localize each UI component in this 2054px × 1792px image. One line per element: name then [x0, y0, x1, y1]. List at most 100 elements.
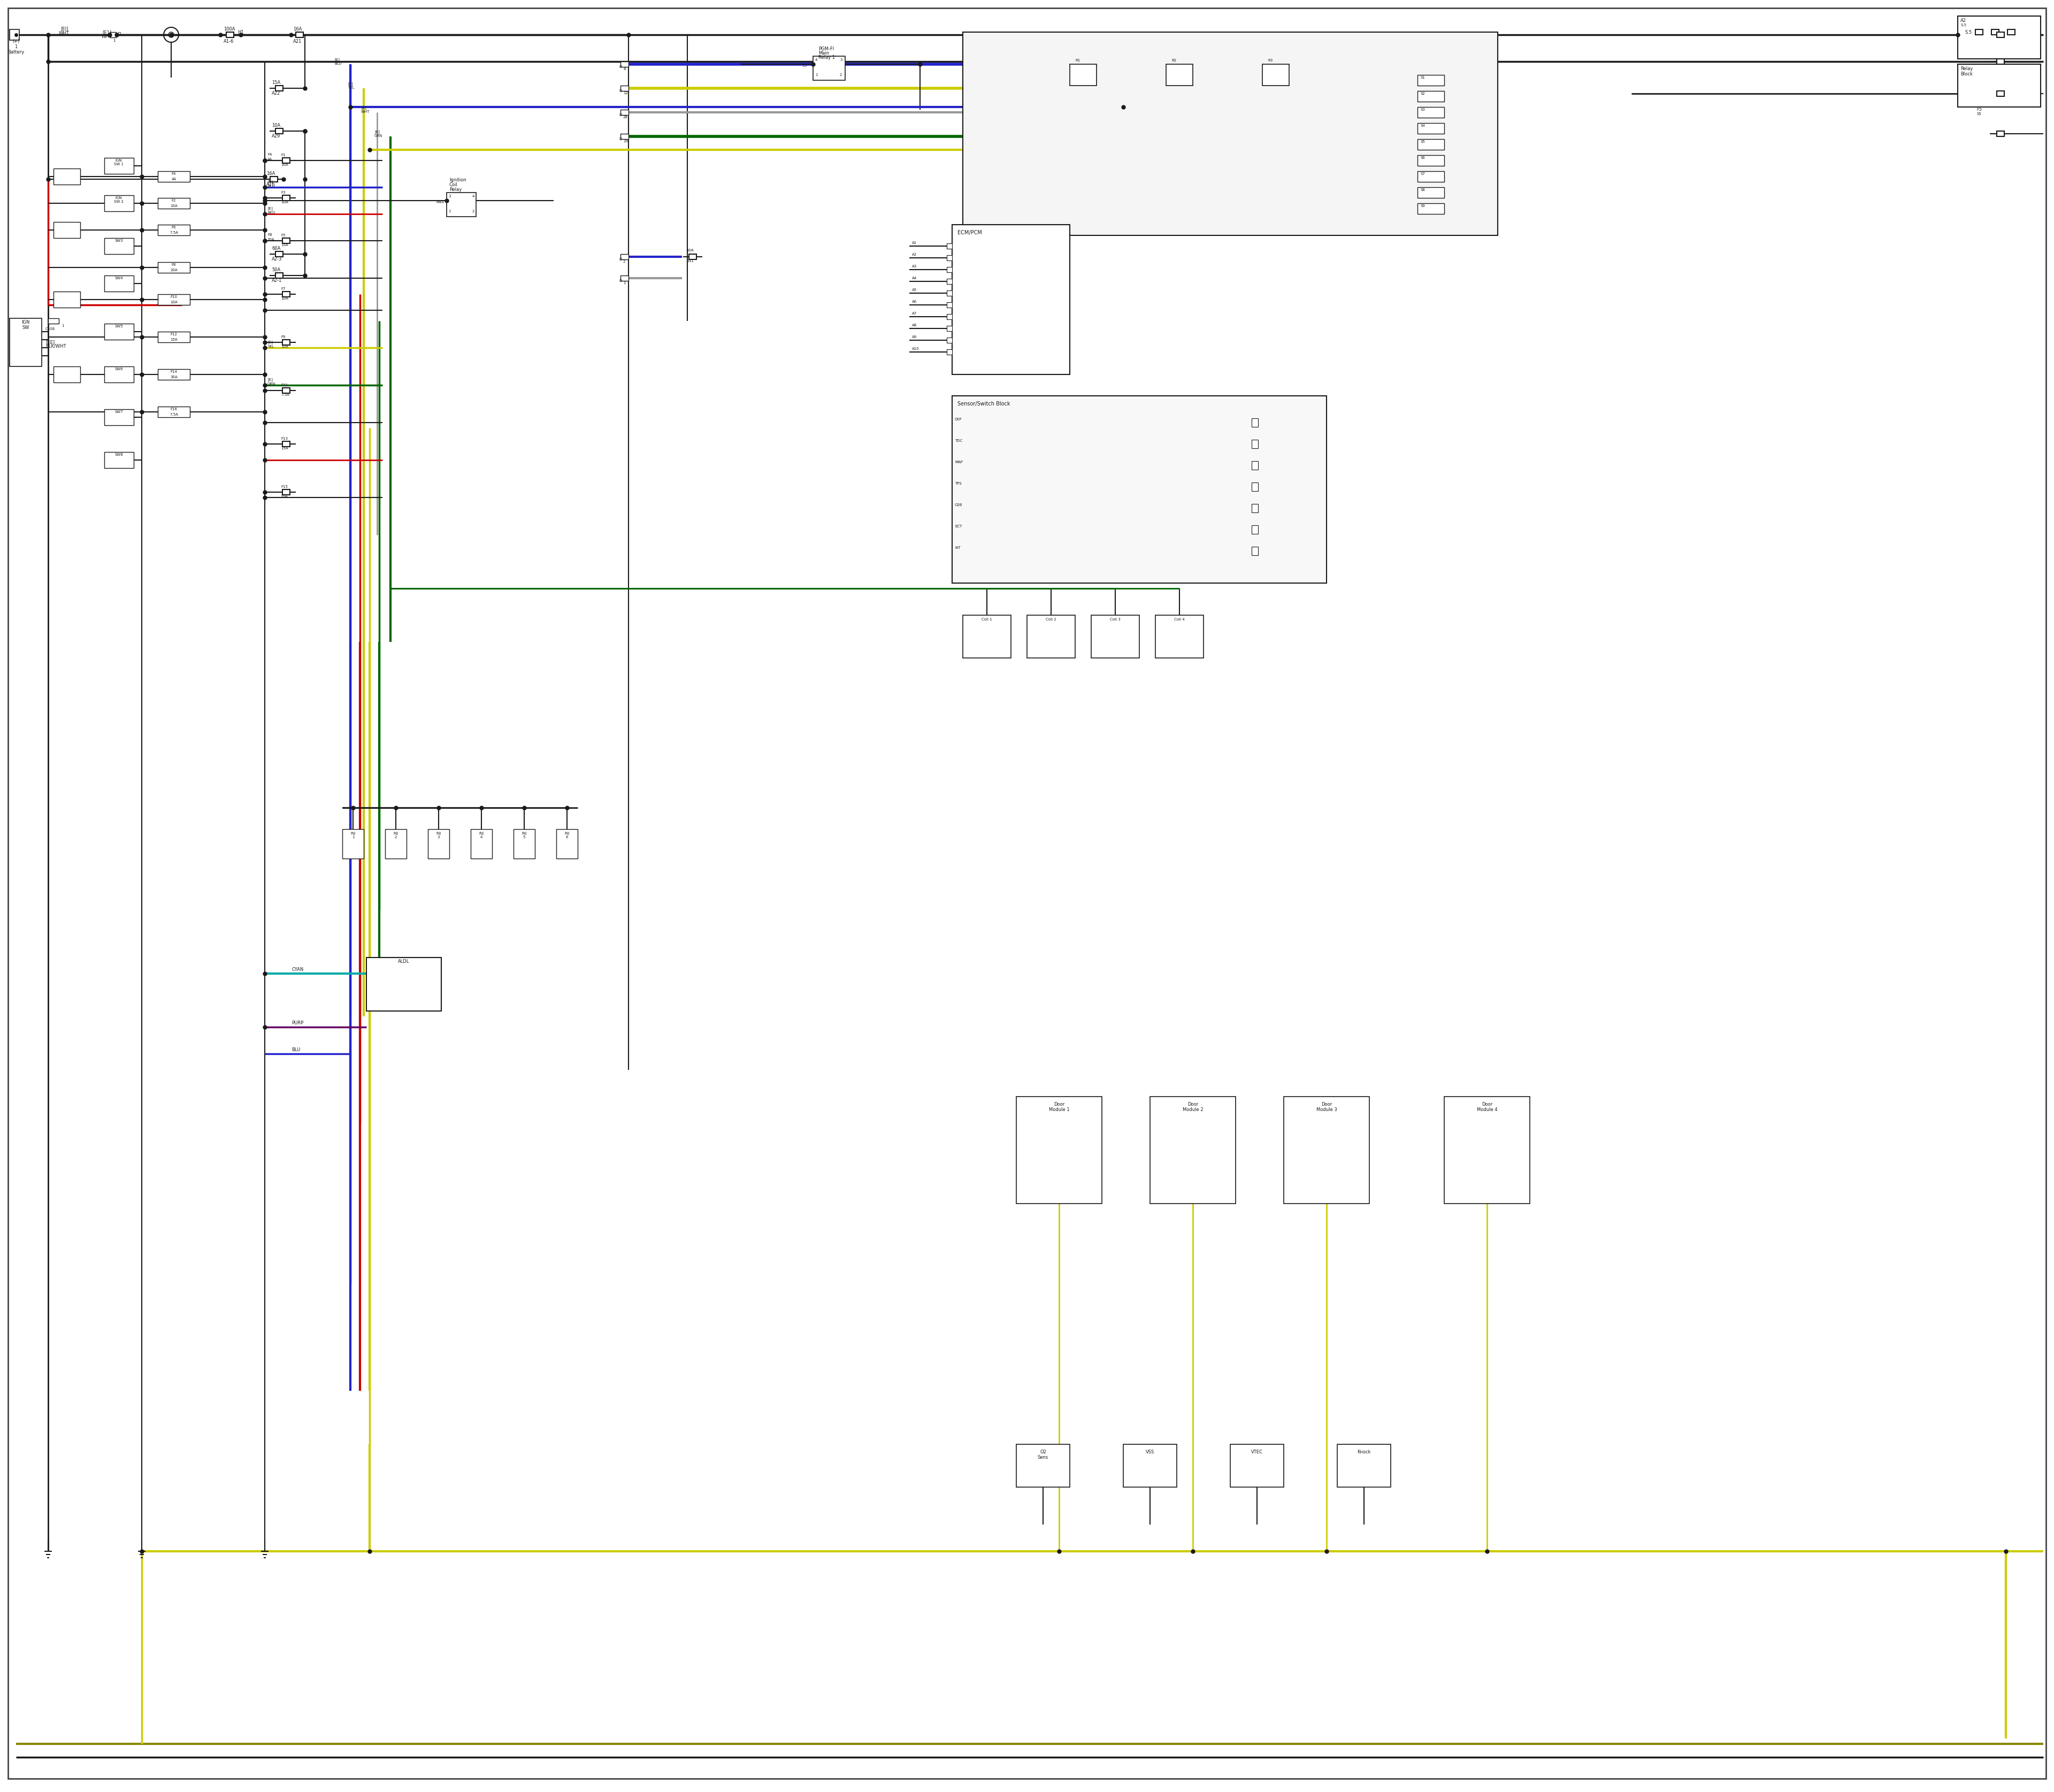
Text: IGN: IGN	[21, 321, 31, 324]
Text: D: D	[618, 65, 622, 68]
Text: Coil 2: Coil 2	[1045, 618, 1056, 622]
Bar	[1251, 461, 1257, 470]
Text: 20A: 20A	[267, 238, 275, 242]
Text: ECT: ECT	[955, 525, 961, 529]
Bar	[158, 172, 189, 181]
Bar	[1154, 615, 1204, 658]
Text: A2: A2	[1960, 18, 1966, 23]
Text: S1: S1	[1419, 75, 1425, 79]
Text: 19: 19	[622, 140, 629, 143]
Bar	[947, 280, 953, 285]
Text: Coil 3: Coil 3	[1109, 618, 1121, 622]
Bar	[963, 615, 1011, 658]
Text: 10A: 10A	[281, 346, 288, 348]
Text: SW7: SW7	[115, 410, 123, 414]
Text: Coil: Coil	[450, 183, 458, 186]
Bar	[1417, 140, 1444, 151]
Bar	[386, 830, 407, 858]
Text: [EJ]: [EJ]	[53, 297, 62, 301]
Bar	[1957, 65, 2040, 108]
Text: F5: F5	[1976, 108, 1982, 111]
Bar	[1263, 65, 1290, 86]
Bar	[275, 86, 283, 91]
Text: Knock: Knock	[1358, 1450, 1370, 1455]
Bar	[158, 197, 189, 208]
Text: A7: A7	[912, 312, 916, 315]
Text: Sensor/Switch Block: Sensor/Switch Block	[957, 401, 1011, 407]
Bar	[283, 441, 290, 446]
Text: [E]: [E]	[267, 179, 273, 183]
Text: INJ
2: INJ 2	[394, 831, 398, 839]
Text: F3: F3	[281, 192, 286, 194]
Text: F12: F12	[170, 333, 177, 335]
Text: S3: S3	[1419, 108, 1425, 111]
Bar	[105, 409, 134, 425]
Bar	[1124, 1444, 1177, 1487]
Text: 10A: 10A	[281, 163, 288, 167]
Text: 30A: 30A	[170, 376, 177, 378]
Text: INJ
4: INJ 4	[479, 831, 485, 839]
Bar	[109, 32, 117, 38]
Bar	[446, 192, 477, 217]
Text: A5: A5	[912, 289, 916, 292]
Bar	[947, 254, 953, 260]
Text: A16: A16	[267, 181, 275, 186]
Text: BLK/WHT: BLK/WHT	[45, 344, 66, 349]
Text: S7: S7	[1419, 172, 1425, 176]
Text: S4: S4	[1419, 124, 1425, 127]
Bar	[620, 61, 629, 66]
Bar	[1992, 29, 1999, 34]
Bar	[275, 129, 283, 134]
Bar	[1251, 547, 1257, 556]
Text: 100A: 100A	[224, 27, 234, 32]
Text: A21: A21	[294, 39, 302, 43]
Text: S5: S5	[1419, 140, 1425, 143]
Bar	[1251, 439, 1257, 448]
Text: WHT: WHT	[60, 30, 70, 36]
Text: 15A: 15A	[281, 244, 288, 247]
Bar	[10, 319, 41, 366]
Bar	[1996, 59, 2005, 65]
Bar	[1017, 1444, 1070, 1487]
Bar	[1230, 1444, 1284, 1487]
Text: A1-6: A1-6	[224, 39, 234, 43]
Text: 1: 1	[815, 73, 817, 77]
Text: ALDL: ALDL	[398, 959, 409, 964]
Bar	[1976, 29, 1982, 34]
Text: S6: S6	[1419, 156, 1425, 159]
Text: [E]: [E]	[374, 131, 380, 134]
Text: 15A: 15A	[271, 81, 281, 84]
Text: Relay
Block: Relay Block	[1960, 66, 1972, 77]
Text: D: D	[618, 113, 622, 116]
Text: CYAN: CYAN	[292, 968, 304, 971]
Text: Ignition: Ignition	[450, 177, 466, 183]
Text: A4: A4	[912, 276, 916, 280]
Bar	[1284, 1097, 1370, 1204]
Bar	[620, 134, 629, 140]
Text: R1: R1	[1074, 59, 1080, 63]
Bar	[1417, 202, 1444, 213]
Bar	[105, 366, 134, 382]
Text: 4A: 4A	[170, 177, 177, 181]
Text: ECM/PCM: ECM/PCM	[957, 229, 982, 235]
Bar	[158, 407, 189, 418]
Text: Coil 1: Coil 1	[982, 618, 992, 622]
Text: SW5: SW5	[115, 324, 123, 328]
Bar	[283, 387, 290, 392]
Bar	[158, 224, 189, 235]
Text: INJ
6: INJ 6	[565, 831, 569, 839]
Text: S2: S2	[1419, 91, 1425, 95]
Bar	[158, 262, 189, 272]
Text: D: D	[618, 138, 622, 142]
Bar	[105, 324, 134, 340]
Text: 4: 4	[815, 59, 817, 61]
Text: A8: A8	[912, 324, 916, 326]
Text: F13: F13	[281, 437, 288, 441]
Bar	[953, 224, 1070, 375]
Text: F7: F7	[281, 287, 286, 290]
Text: TDC: TDC	[955, 439, 963, 443]
Text: F9: F9	[281, 335, 286, 339]
Bar	[1417, 91, 1444, 102]
Text: R2: R2	[1171, 59, 1177, 63]
Bar	[53, 366, 80, 382]
